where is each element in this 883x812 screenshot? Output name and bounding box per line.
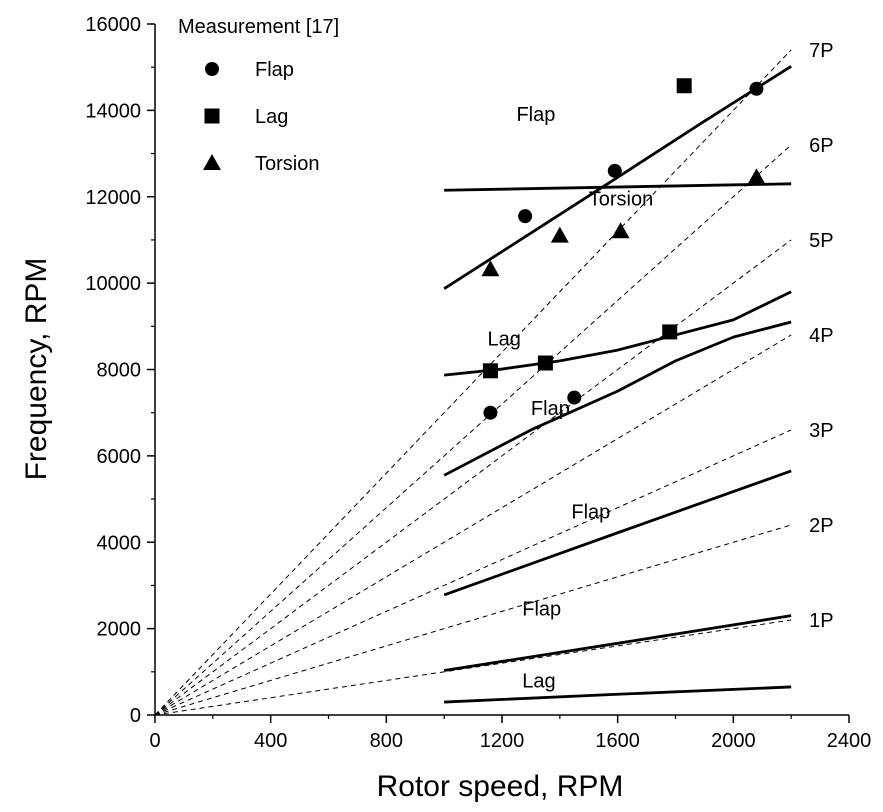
legend-marker-lag (204, 108, 220, 124)
per-rev-label-3p: 3P (809, 420, 833, 442)
measurement-torsion-point-0 (481, 260, 500, 277)
measurement-torsion-point-3 (747, 168, 766, 185)
predicted-curve-6-flap (443, 65, 792, 290)
per-rev-line-4p (154, 334, 792, 716)
measurement-lag-point-1 (537, 355, 553, 371)
per-rev-label-1p: 1P (809, 610, 833, 632)
curve-label-6-flap: Flap (516, 104, 555, 126)
y-tick-label-6000: 6000 (97, 446, 142, 468)
predicted-curve-5-torsion (444, 182, 792, 192)
per-rev-label-2p: 2P (809, 515, 833, 537)
per-rev-line-2p (154, 524, 792, 716)
measurement-flap-point-2 (567, 390, 582, 405)
per-rev-line-7p (154, 49, 792, 716)
per-rev-label-5p: 5P (809, 230, 833, 252)
measurement-flap-point-4 (749, 81, 764, 96)
measurement-torsion-point-1 (550, 226, 569, 243)
measurement-flap-point-1 (518, 209, 533, 224)
curve-label-2-flap: Flap (571, 501, 610, 523)
per-rev-label-7p: 7P (809, 40, 833, 62)
x-tick-label-2000: 2000 (711, 730, 756, 752)
predicted-curve-4-lag (444, 290, 792, 377)
predicted-curve-2-flap (443, 469, 792, 597)
measurement-lag-point-3 (676, 78, 692, 94)
per-rev-line-3p (154, 429, 792, 716)
legend-label-torsion: Torsion (255, 153, 319, 175)
per-rev-label-4p: 4P (809, 325, 833, 347)
predicted-curve-1-flap (443, 614, 792, 672)
y-tick-label-16000: 16000 (85, 14, 141, 36)
measurement-markers (481, 78, 766, 420)
measurement-lag-point-2 (662, 324, 678, 340)
predicted-curve-0-lag (444, 685, 792, 704)
x-tick-label-400: 400 (254, 730, 287, 752)
y-tick-label-10000: 10000 (85, 273, 141, 295)
legend: Measurement [17] Flap Lag Torsion (178, 16, 339, 175)
predicted-curve-3-flap (443, 320, 792, 477)
per-rev-lines: 1P 2P 3P 4P 5P 6P 7P (154, 40, 834, 716)
y-tick-label-12000: 12000 (85, 187, 141, 209)
y-tick-label-4000: 4000 (97, 532, 142, 554)
curve-label-1-flap: Flap (522, 599, 561, 621)
x-tick-label-1600: 1600 (595, 730, 640, 752)
y-axis-title: Frequency, RPM (20, 258, 53, 481)
axes: 0 400 800 1200 1600 2000 2400 0 2000 4000 6000 8000… (85, 14, 871, 752)
y-tick-label-0: 0 (130, 705, 141, 727)
legend-marker-torsion (203, 154, 221, 170)
legend-label-lag: Lag (255, 106, 288, 128)
curve-label-5-torsion: Torsion (589, 188, 653, 210)
per-rev-line-5p (154, 239, 792, 716)
curve-label-4-lag: Lag (488, 329, 521, 351)
x-tick-label-1200: 1200 (480, 730, 525, 752)
measurement-torsion-point-2 (611, 222, 630, 239)
legend-title: Measurement [17] (178, 16, 339, 38)
x-tick-label-800: 800 (370, 730, 403, 752)
measurement-flap-point-3 (607, 163, 622, 178)
predicted-curves: Lag Flap Flap Flap Lag Torsion Flap (443, 65, 792, 704)
curve-label-0-lag: Lag (522, 670, 555, 692)
x-tick-label-0: 0 (149, 730, 160, 752)
y-tick-label-14000: 14000 (85, 100, 141, 122)
measurement-lag-point-0 (482, 363, 498, 379)
legend-marker-flap (205, 62, 219, 76)
measurement-flap-point-0 (483, 405, 498, 420)
y-tick-label-8000: 8000 (97, 360, 142, 382)
legend-label-flap: Flap (255, 59, 294, 81)
curve-label-3-flap: Flap (531, 398, 570, 420)
x-axis-title: Rotor speed, RPM (377, 770, 624, 803)
y-tick-label-2000: 2000 (97, 619, 142, 641)
per-rev-label-6p: 6P (809, 135, 833, 157)
x-tick-label-2400: 2400 (827, 730, 872, 752)
per-rev-line-6p (154, 144, 792, 716)
